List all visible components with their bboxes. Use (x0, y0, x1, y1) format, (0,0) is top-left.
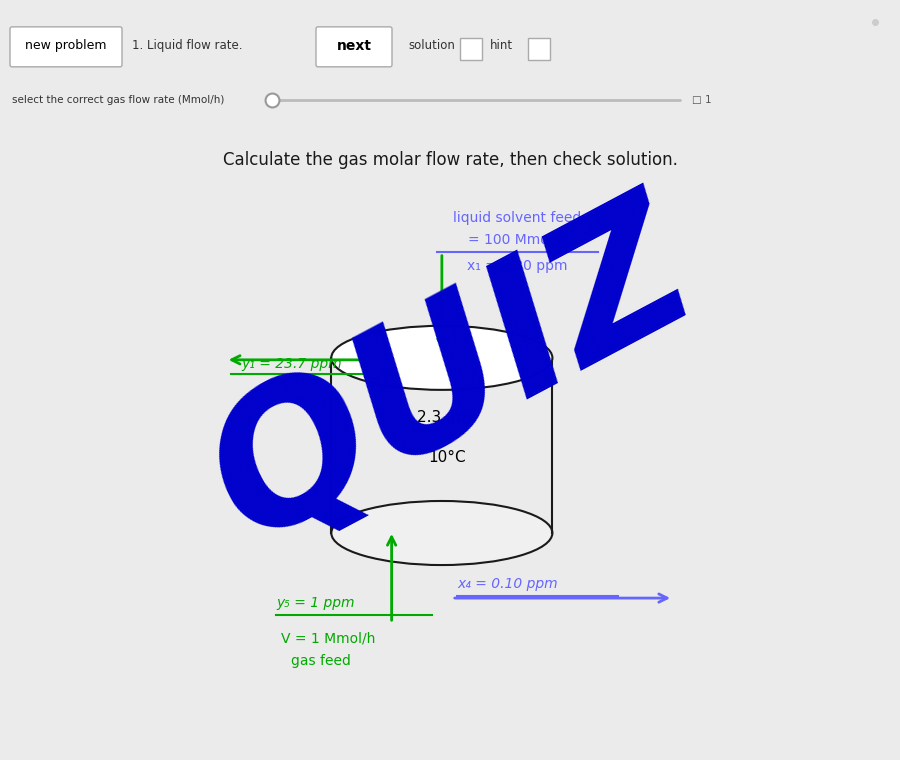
FancyBboxPatch shape (10, 27, 122, 67)
Text: liquid solvent feed: liquid solvent feed (453, 211, 581, 225)
Text: □ 1: □ 1 (692, 94, 712, 105)
Ellipse shape (331, 326, 553, 390)
Text: 2.3 atm: 2.3 atm (418, 410, 477, 426)
Text: Calculate the gas molar flow rate, then check solution.: Calculate the gas molar flow rate, then … (223, 150, 679, 169)
Text: next: next (337, 39, 372, 53)
Text: = 100 Mmol/h: = 100 Mmol/h (468, 233, 566, 247)
Text: y₁ = 23.7 ppm: y₁ = 23.7 ppm (241, 357, 341, 371)
Text: x₁ = 0.30 ppm: x₁ = 0.30 ppm (467, 258, 568, 273)
Ellipse shape (331, 501, 553, 565)
Text: hint: hint (490, 40, 513, 52)
Text: 10°C: 10°C (428, 451, 465, 465)
Text: V = 1 Mmol/h: V = 1 Mmol/h (281, 631, 375, 645)
Text: 1. Liquid flow rate.: 1. Liquid flow rate. (132, 40, 242, 52)
Text: QUIZ: QUIZ (181, 176, 723, 579)
FancyBboxPatch shape (316, 27, 392, 67)
Text: solution: solution (408, 40, 454, 52)
Bar (460, 38, 482, 60)
Text: new problem: new problem (25, 40, 107, 52)
Text: y₅ = 1 ppm: y₅ = 1 ppm (276, 596, 355, 610)
Bar (528, 38, 550, 60)
Text: select the correct gas flow rate (Mmol/h): select the correct gas flow rate (Mmol/h… (12, 94, 224, 105)
Text: x₄ = 0.10 ppm: x₄ = 0.10 ppm (457, 577, 558, 591)
Text: gas feed: gas feed (291, 654, 351, 668)
